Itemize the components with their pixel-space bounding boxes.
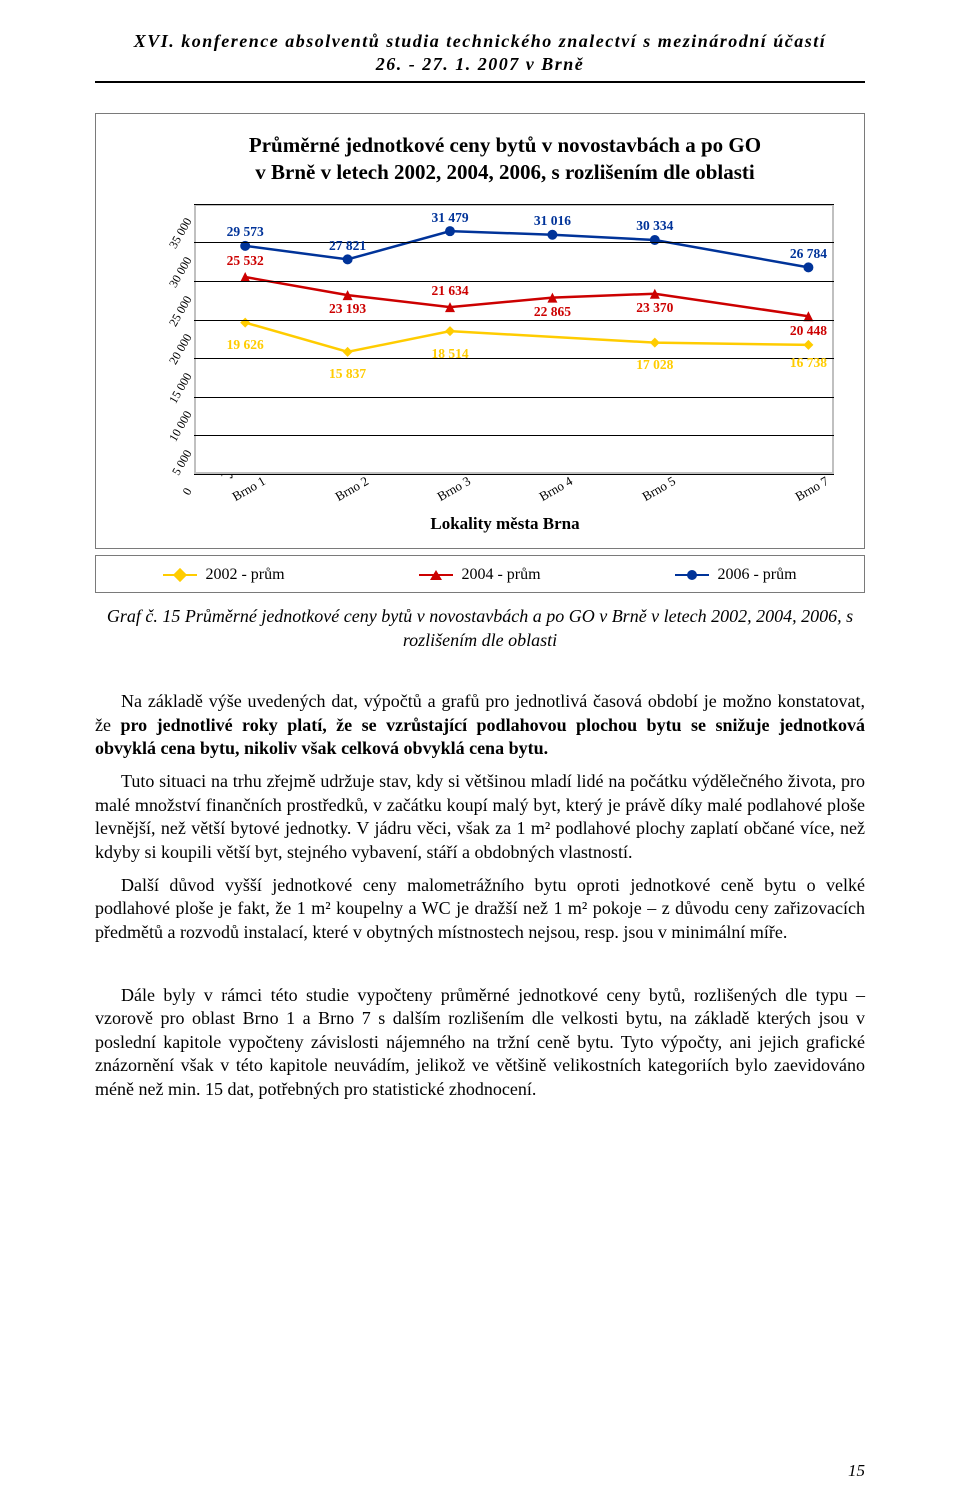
chart-title-l2: v Brně v letech 2002, 2004, 2006, s rozl… — [255, 160, 755, 184]
page-header: XVI. konference absolventů studia techni… — [95, 30, 865, 83]
p1-bold: pro jednotlivé roky platí, že se vzrůsta… — [95, 715, 865, 758]
series-marker — [445, 327, 455, 337]
data-label: 17 028 — [636, 357, 673, 373]
y-tick-label: 30 000 — [166, 254, 195, 290]
paragraph-1: Na základě výše uvedených dat, výpočtů a… — [95, 690, 865, 760]
series-line — [245, 323, 808, 352]
data-label: 31 016 — [534, 213, 571, 229]
page-number: 15 — [848, 1461, 865, 1481]
series-marker — [445, 227, 455, 237]
gridline — [194, 435, 834, 436]
paragraph-4: Dále byly v rámci této studie vypočteny … — [95, 984, 865, 1101]
y-tick-label: 15 000 — [166, 370, 195, 406]
legend-label: 2006 - prům — [717, 566, 796, 584]
series-marker — [547, 230, 557, 240]
paragraph-3: Další důvod vyšší jednotkové ceny malome… — [95, 874, 865, 944]
series-marker — [343, 255, 353, 265]
header-line2: 26. - 27. 1. 2007 v Brně — [376, 54, 585, 74]
x-tick-label: Brno 2 — [332, 473, 371, 505]
chart-container: Průměrné jednotkové ceny bytů v novostav… — [95, 113, 865, 550]
data-label: 18 514 — [431, 346, 468, 362]
data-label: 25 532 — [227, 253, 264, 269]
y-tick-label: 20 000 — [166, 331, 195, 367]
data-label: 30 334 — [636, 218, 673, 234]
y-tick-label: 0 — [180, 486, 196, 499]
data-label: 29 573 — [227, 224, 264, 240]
data-label: 26 784 — [790, 246, 827, 262]
legend-row: 2002 - prům 2004 - prům 2006 - prům — [96, 566, 864, 584]
chart-svg — [194, 204, 834, 474]
gridline — [194, 242, 834, 243]
body-text: Na základě výše uvedených dat, výpočtů a… — [95, 690, 865, 1101]
plot-wrap: Jednotková cena bytů (Kč/m2) 05 00010 00… — [164, 204, 846, 534]
data-label: 22 865 — [534, 304, 571, 320]
gridline — [194, 320, 834, 321]
header-line1: XVI. konference absolventů studia techni… — [134, 31, 827, 51]
legend-item: 2002 - prům — [163, 566, 284, 584]
y-tick-label: 5 000 — [169, 447, 195, 478]
data-label: 20 448 — [790, 323, 827, 339]
y-tick-label: 10 000 — [166, 408, 195, 444]
data-label: 31 479 — [431, 210, 468, 226]
gridline — [194, 358, 834, 359]
gridline — [194, 281, 834, 282]
gridline — [194, 204, 834, 205]
data-label: 27 821 — [329, 238, 366, 254]
y-tick-label: 35 000 — [166, 216, 195, 252]
chart-title-l1: Průměrné jednotkové ceny bytů v novostav… — [249, 133, 761, 157]
data-label: 21 634 — [431, 283, 468, 299]
legend-marker-icon — [173, 568, 187, 582]
legend-item: 2004 - prům — [419, 566, 540, 584]
x-tick-label: Brno 7 — [793, 473, 832, 505]
legend-swatch — [419, 568, 453, 582]
legend-marker-icon — [430, 570, 442, 580]
legend-item: 2006 - prům — [675, 566, 796, 584]
data-label: 23 370 — [636, 300, 673, 316]
series-marker — [803, 340, 813, 350]
series-marker — [343, 347, 353, 357]
series-marker — [650, 235, 660, 245]
legend-label: 2002 - prům — [205, 566, 284, 584]
data-label: 19 626 — [227, 337, 264, 353]
x-tick-label: Brno 5 — [639, 473, 678, 505]
series-marker — [650, 338, 660, 348]
x-tick-label: Brno 3 — [435, 473, 474, 505]
y-tick-label: 25 000 — [166, 293, 195, 329]
paragraph-2: Tuto situaci na trhu zřejmě udržuje stav… — [95, 770, 865, 864]
chart-title: Průměrné jednotkové ceny bytů v novostav… — [164, 132, 846, 187]
x-tick-label: Brno 4 — [537, 473, 576, 505]
legend-marker-icon — [687, 570, 697, 580]
legend-container: 2002 - prům 2004 - prům 2006 - prům — [95, 555, 865, 593]
legend-swatch — [675, 568, 709, 582]
gridline — [194, 474, 834, 475]
data-label: 15 837 — [329, 366, 366, 382]
figure-caption: Graf č. 15 Průměrné jednotkové ceny bytů… — [95, 605, 865, 652]
data-label: 16 738 — [790, 355, 827, 371]
legend-label: 2004 - prům — [461, 566, 540, 584]
plot-area: 05 00010 00015 00020 00025 00030 00035 0… — [194, 204, 834, 474]
legend-swatch — [163, 568, 197, 582]
data-label: 23 193 — [329, 301, 366, 317]
x-axis-label: Lokality města Brna — [164, 514, 846, 534]
gridline — [194, 397, 834, 398]
series-marker — [803, 263, 813, 273]
